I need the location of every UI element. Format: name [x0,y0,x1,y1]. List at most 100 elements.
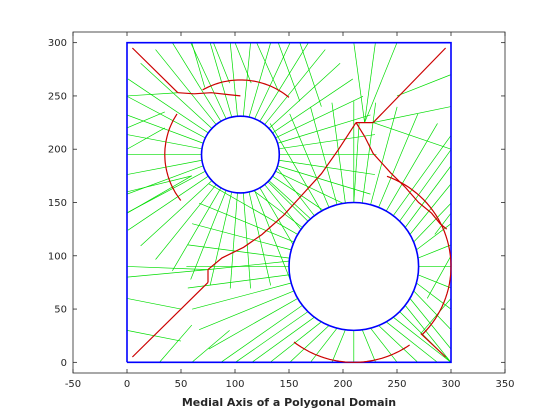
spoke-line [378,325,419,363]
spoke-line [310,106,338,205]
spoke-line [278,134,376,150]
spoke-line [199,202,295,243]
spoke-line [207,260,290,270]
spoke-line [417,274,452,289]
y-tick-label: 100 [48,251,67,262]
spoke-line [264,49,326,125]
spoke-line [268,62,341,129]
spoke-line [155,184,217,260]
medial-axis-arc [293,341,410,363]
spoke-line [126,92,178,97]
spoke-line [277,42,301,102]
spoke-line [353,42,365,123]
spoke-line [126,175,192,193]
medial-axis-arc [202,79,290,98]
spoke-line [413,202,452,243]
spoke-line [248,191,272,286]
spoke-line [126,159,203,175]
spoke-line [126,175,192,214]
x-tick-label: 350 [495,379,514,390]
spoke-line [434,212,452,235]
spoke-line [208,298,298,350]
spoke-line [209,42,233,118]
spoke-line [272,78,354,134]
spoke-line [364,42,376,123]
spoke-line [190,190,227,280]
spoke-line [269,321,322,363]
spoke-line [426,255,452,299]
spoke-line [399,149,452,222]
spoke-line [191,42,206,88]
spoke-line [126,165,204,195]
medial-axis-arc [386,175,452,335]
spoke-line [370,327,398,363]
y-tick-label: 200 [48,145,67,156]
spoke-line [127,175,209,231]
spoke-line [299,42,322,107]
spoke-line [126,134,203,150]
spoke-line [242,192,251,289]
spoke-line [393,316,452,363]
spoke-line [378,113,419,208]
spoke-line [140,180,213,247]
spoke-line [172,187,222,272]
spoke-line [404,165,452,228]
y-tick-labels: 0 50 100 150 200 250 300 [48,38,67,369]
axes-layer [72,31,506,374]
circular-hole-boundary [288,201,420,332]
x-tick-label: -50 [65,379,81,390]
medial-axis-layer [131,47,452,363]
spoke-line [409,183,452,235]
spoke-line [392,135,452,216]
spoke-line [361,102,376,204]
spoke-line [140,62,213,129]
spoke-line [126,266,209,270]
x-tick-label: 300 [441,379,460,390]
spoke-line [259,42,309,122]
spoke-line [385,123,438,212]
spoke-line [248,42,272,118]
spoke-line [251,316,315,363]
spoke-line [269,123,322,212]
medial-axis-segment [131,47,179,94]
circular-hole-boundary [200,115,281,194]
spoke-line [254,42,291,119]
medial-axis-curve [207,122,357,271]
spoke-line [289,113,330,208]
x-tick-label: 100 [225,379,244,390]
spoke-line [275,95,364,139]
spoke-line [159,324,193,363]
spoke-line [155,49,217,125]
spoke-line [353,122,360,203]
spoke-line [172,42,222,122]
y-tick-label: 250 [48,91,67,102]
spoke-line [192,223,292,251]
spoke-line [413,290,452,330]
spoke-line [289,325,330,363]
spoke-line [310,327,338,363]
x-axis-label: Medial Axis of a Polygonal Domain [182,396,396,409]
spoke-line [331,102,346,204]
spoke-line [220,305,303,363]
spoke-line [213,42,230,84]
spoke-line [364,42,398,123]
spoke-line [126,127,165,150]
x-tick-label: 200 [333,379,352,390]
y-tick-label: 50 [54,305,67,316]
spoke-line [187,244,290,259]
spoke-line [331,329,346,363]
spoke-line [126,298,182,310]
y-tick-label: 150 [48,198,67,209]
spoke-line [209,191,233,286]
spoke-line [234,42,252,84]
spoke-line [192,282,292,310]
x-tick-label: 250 [387,379,406,390]
spoke-line [417,244,452,259]
medial-axis-segment [372,47,447,124]
spoke-line [235,311,309,363]
spoke-line [396,74,452,97]
spoke-line [409,298,452,350]
spoke-line [254,190,291,280]
spoke-line [208,183,298,235]
